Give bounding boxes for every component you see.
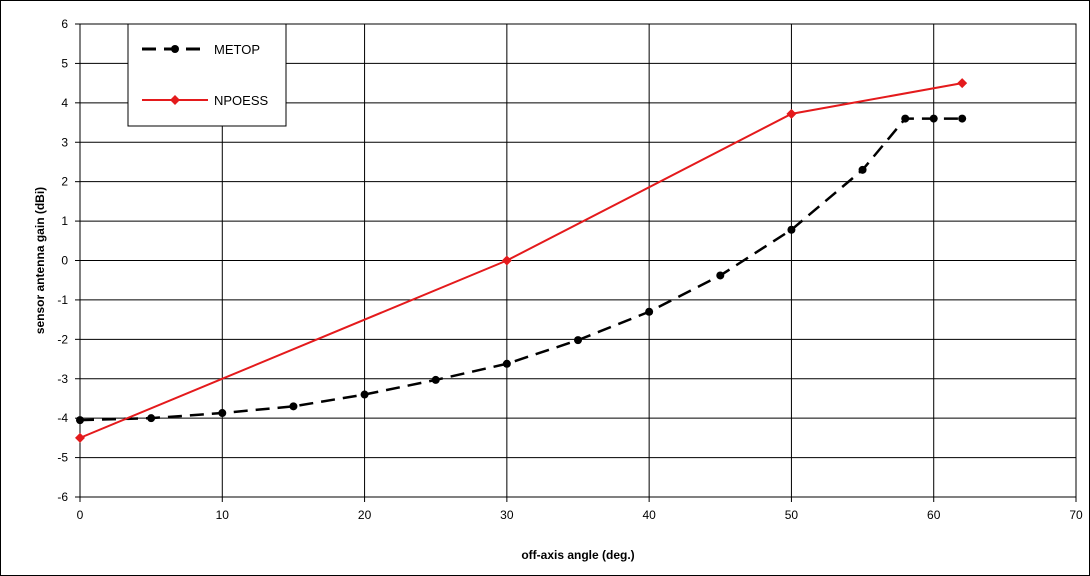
series-layer [75,78,968,443]
x-axis: 0 10 20 30 40 50 60 70 [77,497,1083,522]
data-point [431,375,440,384]
legend: METOP NPOESS [127,23,287,127]
data-point [147,414,156,423]
legend-marker-npoess [170,95,180,105]
data-point [787,225,796,234]
y-tick-label: -6 [57,490,68,504]
data-point [957,78,968,89]
y-tick-label: -3 [57,372,68,386]
y-tick-label: 4 [61,96,68,110]
y-tick-label: 0 [61,254,68,268]
y-tick-label: 5 [61,56,68,70]
legend-marker-metop [171,45,179,53]
x-axis-title: off-axis angle (deg.) [521,548,634,562]
y-tick-label: -4 [57,411,68,425]
y-tick-label: -5 [57,451,68,465]
data-point [360,390,369,399]
x-tick-label: 40 [642,508,656,522]
y-axis: -6 -5 -4 -3 -2 -1 0 1 2 3 4 5 6 [57,17,80,504]
series-line-npoess [79,82,963,439]
data-point [289,402,298,411]
data-point [645,307,654,316]
series-metop [76,114,967,425]
x-tick-label: 30 [500,508,514,522]
x-tick-label: 0 [77,508,84,522]
y-tick-label: 2 [61,175,68,189]
y-tick-label: 6 [61,17,68,31]
y-tick-label: 1 [61,214,68,228]
data-point [786,108,797,119]
x-tick-label: 50 [785,508,799,522]
y-tick-label: -1 [57,293,68,307]
series-line-metop [79,117,963,422]
data-point [958,114,967,123]
data-point [502,359,511,368]
x-tick-label: 20 [358,508,372,522]
x-tick-label: 10 [216,508,230,522]
data-point [501,255,512,266]
y-axis-title: sensor antenna gain (dBi) [33,187,47,334]
data-point [218,409,227,418]
legend-label-npoess: NPOESS [214,93,269,108]
data-point [929,114,938,123]
data-point [574,336,582,345]
series-npoess [75,78,968,443]
legend-label-metop: METOP [214,42,260,57]
x-tick-label: 60 [927,508,941,522]
y-tick-label: -2 [57,332,68,346]
legend-box [127,23,287,127]
data-point [76,416,84,425]
y-tick-label: 3 [61,135,68,149]
data-point [75,432,85,443]
data-point [716,271,725,280]
data-point [858,165,867,174]
data-point [901,114,910,123]
x-tick-label: 70 [1069,508,1083,522]
